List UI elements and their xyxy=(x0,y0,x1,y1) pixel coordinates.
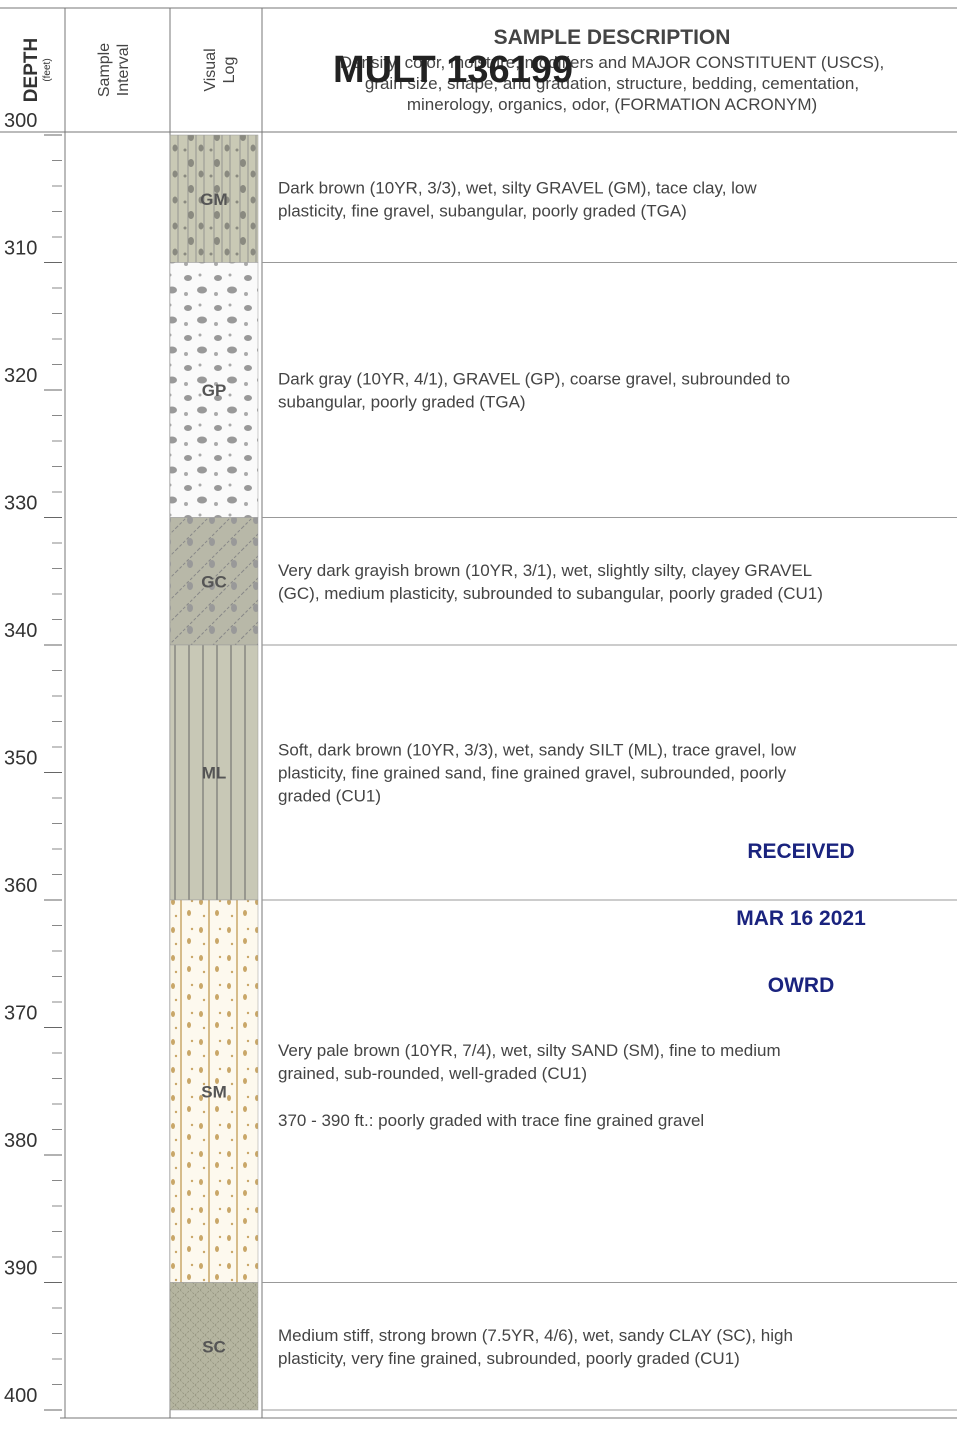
depth-header: DEPTH xyxy=(21,38,42,102)
depth-label: 300 xyxy=(4,110,37,132)
description: plasticity, fine grained sand, fine grai… xyxy=(278,764,787,783)
depth-label: 380 xyxy=(4,1130,37,1152)
soil-code: SM xyxy=(201,1082,227,1101)
soil-code: GC xyxy=(201,572,227,591)
description: plasticity, very fine grained, subrounde… xyxy=(278,1349,740,1368)
depth-unit: (feet) xyxy=(42,58,53,81)
description: Dark brown (10YR, 3/3), wet, silty GRAVE… xyxy=(278,178,757,197)
watermark: MULT 136199 xyxy=(333,49,573,91)
soil-code: SC xyxy=(202,1337,226,1356)
description: Very pale brown (10YR, 7/4), wet, silty … xyxy=(278,1041,781,1060)
stamp: RECEIVED xyxy=(747,840,854,863)
depth-label: 320 xyxy=(4,365,37,387)
depth-label: 310 xyxy=(4,238,37,260)
soil-layer xyxy=(169,262,259,518)
log-header: Log xyxy=(221,57,238,84)
description: Very dark grayish brown (10YR, 3/1), wet… xyxy=(278,561,812,580)
description: graded (CU1) xyxy=(278,787,381,806)
soil-layer xyxy=(169,644,259,901)
depth-label: 340 xyxy=(4,620,37,642)
stamp: MAR 16 2021 xyxy=(736,907,866,930)
description: Medium stiff, strong brown (7.5YR, 4/6),… xyxy=(278,1326,793,1345)
depth-label: 400 xyxy=(4,1385,37,1407)
sample-header: Interval xyxy=(115,44,132,96)
description-help: grain size, shape, and gradation, struct… xyxy=(365,74,859,93)
log-header: Visual xyxy=(202,48,219,91)
description: Soft, dark brown (10YR, 3/3), wet, sandy… xyxy=(278,741,797,760)
description-help: minerology, organics, odor, (FORMATION A… xyxy=(407,95,817,114)
depth-label: 370 xyxy=(4,1003,37,1025)
description-note: 370 - 390 ft.: poorly graded with trace … xyxy=(278,1111,704,1130)
description: subangular, poorly graded (TGA) xyxy=(278,393,526,412)
description: plasticity, fine gravel, subangular, poo… xyxy=(278,201,687,220)
description: Dark gray (10YR, 4/1), GRAVEL (GP), coar… xyxy=(278,370,790,389)
soil-code: GP xyxy=(202,381,227,400)
soil-layer xyxy=(169,1282,259,1411)
soil-code: ML xyxy=(202,764,227,783)
soil-code: GM xyxy=(200,190,227,209)
stamp: OWRD xyxy=(768,974,835,997)
description-help: Density, color, moisture, modifiers and … xyxy=(340,53,884,72)
soil-layer xyxy=(169,899,259,1283)
depth-label: 330 xyxy=(4,493,37,515)
depth-label: 390 xyxy=(4,1258,37,1280)
depth-label: 350 xyxy=(4,748,37,770)
depth-label: 360 xyxy=(4,875,37,897)
soil-layer xyxy=(169,517,259,646)
soil-layer xyxy=(169,134,259,263)
description: (GC), medium plasticity, subrounded to s… xyxy=(278,584,823,603)
sample-header: Sample xyxy=(96,43,113,97)
description-title: SAMPLE DESCRIPTION xyxy=(494,26,731,49)
description: grained, sub-rounded, well-graded (CU1) xyxy=(278,1064,587,1083)
